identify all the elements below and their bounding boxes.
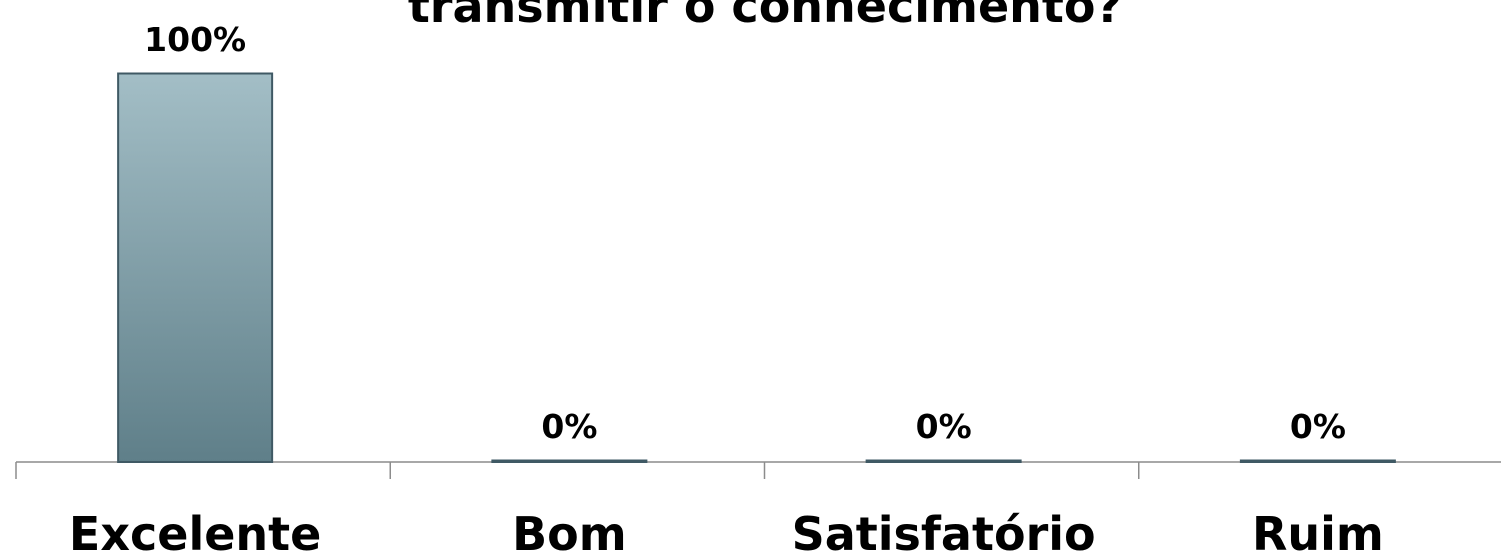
- x-tick-label: Ruim: [1252, 507, 1384, 557]
- x-tick-label: Satisfatório: [792, 507, 1096, 557]
- chart-title: transmitir o conhecimento?: [408, 0, 1122, 33]
- x-tick-label: Excelente: [69, 507, 321, 557]
- value-label: 0%: [1290, 407, 1346, 446]
- bar: [117, 72, 274, 463]
- value-label: 0%: [916, 407, 972, 446]
- bar: [1239, 459, 1396, 463]
- value-label: 100%: [144, 20, 246, 59]
- x-tick-label: Bom: [512, 507, 627, 557]
- bar: [865, 459, 1022, 463]
- bar: [491, 459, 648, 463]
- value-label: 0%: [541, 407, 597, 446]
